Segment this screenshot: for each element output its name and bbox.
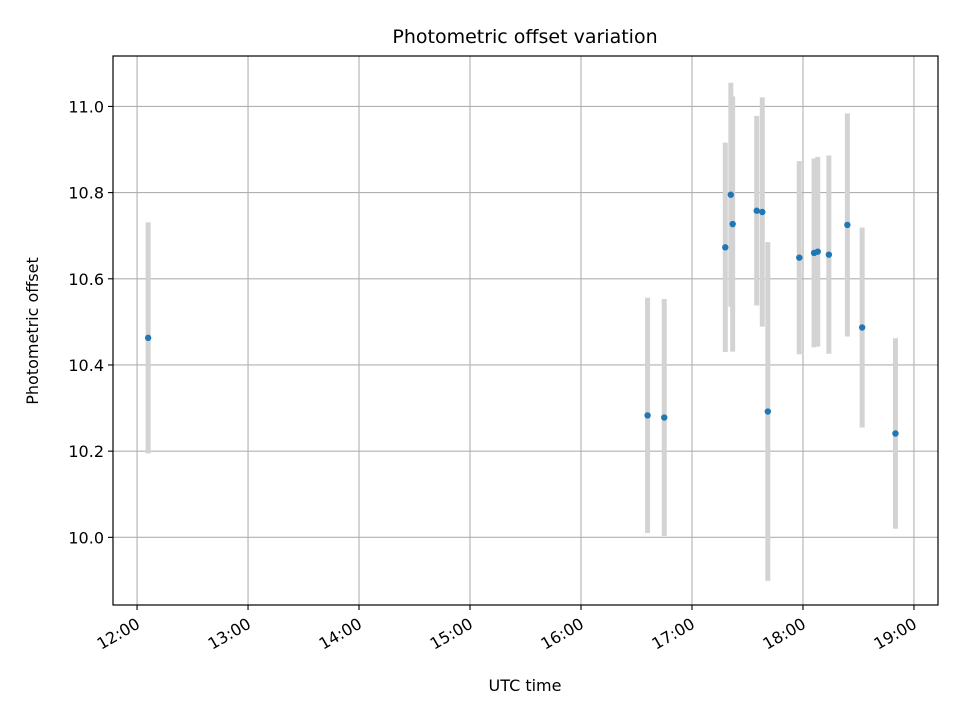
data-points (144, 191, 899, 437)
y-tick-label: 10.2 (68, 442, 104, 461)
data-point (764, 408, 772, 415)
data-point (644, 412, 651, 419)
plot-frame (112, 55, 939, 606)
data-point (796, 254, 803, 261)
data-point (722, 244, 729, 251)
x-axis-label: UTC time (489, 676, 562, 695)
data-point (844, 221, 851, 229)
data-point (892, 430, 899, 437)
y-axis-ticks: 10.0 10.2 10.4 10.6 10.8 11.0 (68, 97, 113, 547)
data-point (814, 248, 821, 255)
y-axis-label: Photometric offset (23, 257, 42, 405)
data-point (858, 324, 866, 331)
data-point (729, 220, 736, 228)
y-tick-label: 11.0 (68, 97, 104, 116)
data-point (727, 191, 735, 198)
data-point (661, 414, 668, 421)
data-point (759, 208, 766, 216)
y-tick-label: 10.8 (68, 184, 104, 203)
data-point (753, 207, 760, 214)
chart-title: Photometric offset variation (392, 26, 657, 48)
y-tick-label: 10.4 (68, 356, 104, 375)
data-point (144, 334, 152, 342)
data-point (825, 251, 833, 258)
y-tick-label: 10.0 (68, 528, 104, 547)
y-tick-label: 10.6 (68, 270, 104, 289)
